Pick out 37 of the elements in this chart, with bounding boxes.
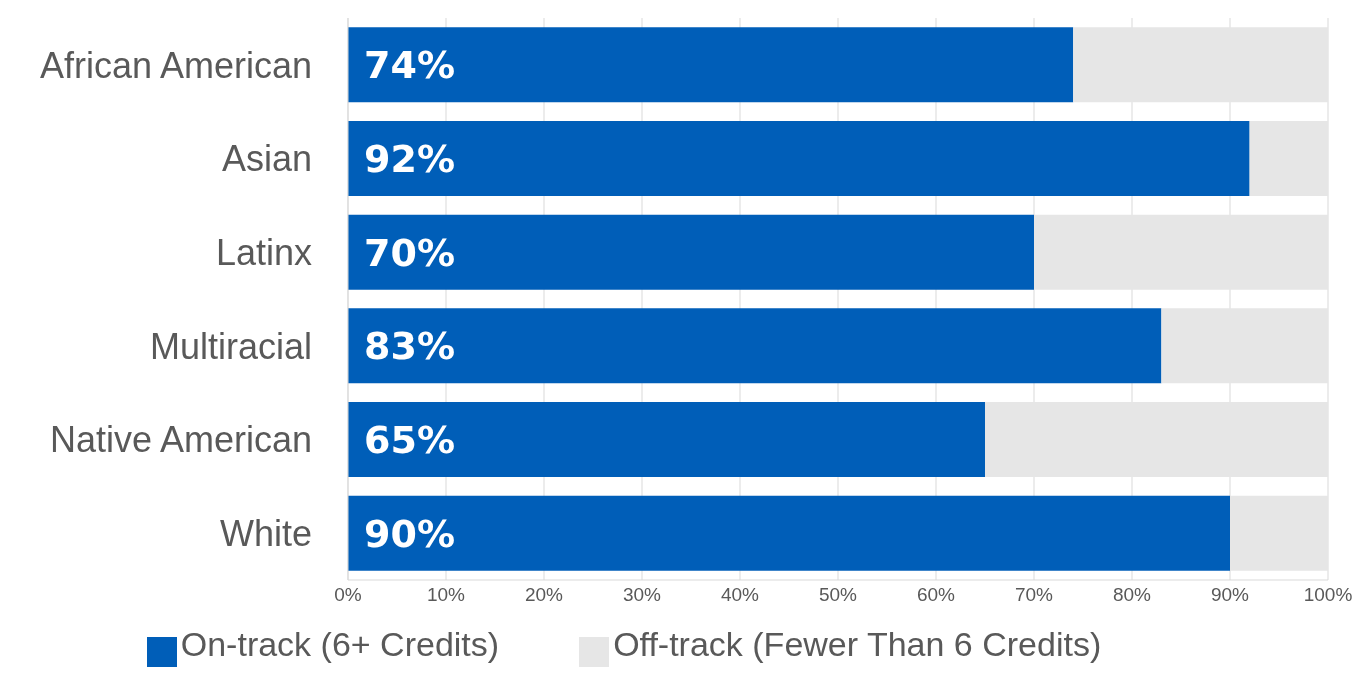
x-tick-label: 40% (720, 584, 760, 606)
bar (348, 308, 1162, 384)
data-label: 92% (364, 136, 455, 181)
legend-label: On-track (6+ Credits) (180, 625, 500, 663)
data-label: 70% (364, 230, 455, 275)
x-tick-label: 60% (916, 584, 956, 606)
bar (1230, 495, 1328, 571)
bar (348, 121, 1250, 197)
data-label: 65% (364, 417, 455, 462)
data-label: 74% (364, 43, 455, 88)
data-label: 83% (364, 324, 455, 369)
bar (985, 402, 1328, 478)
bar (1161, 308, 1328, 384)
y-tick-label: African American (39, 44, 312, 86)
bar (348, 402, 985, 478)
x-tick-label: 70% (1014, 584, 1054, 606)
bar (348, 214, 1034, 290)
y-tick-label: Asian (221, 138, 312, 180)
x-tick-label: 20% (524, 584, 564, 606)
bar (1073, 27, 1328, 103)
data-label: 90% (364, 511, 455, 556)
y-tick-label: Native American (49, 419, 312, 461)
bar (348, 27, 1074, 103)
y-tick-label: Latinx (215, 231, 312, 273)
x-tick-label: 50% (818, 584, 858, 606)
x-tick-label: 30% (622, 584, 662, 606)
x-tick-label: 80% (1112, 584, 1152, 606)
bar (348, 495, 1230, 571)
x-tick-label: 0% (334, 584, 362, 606)
y-tick-label: White (219, 512, 312, 554)
bar (1034, 214, 1328, 290)
y-tick-label: Multiracial (149, 325, 312, 367)
bar (1249, 121, 1328, 197)
x-tick-label: 100% (1303, 584, 1353, 606)
legend-label: Off-track (Fewer Than 6 Credits) (613, 625, 1102, 663)
x-tick-label: 90% (1210, 584, 1250, 606)
x-tick-label: 10% (426, 584, 466, 606)
